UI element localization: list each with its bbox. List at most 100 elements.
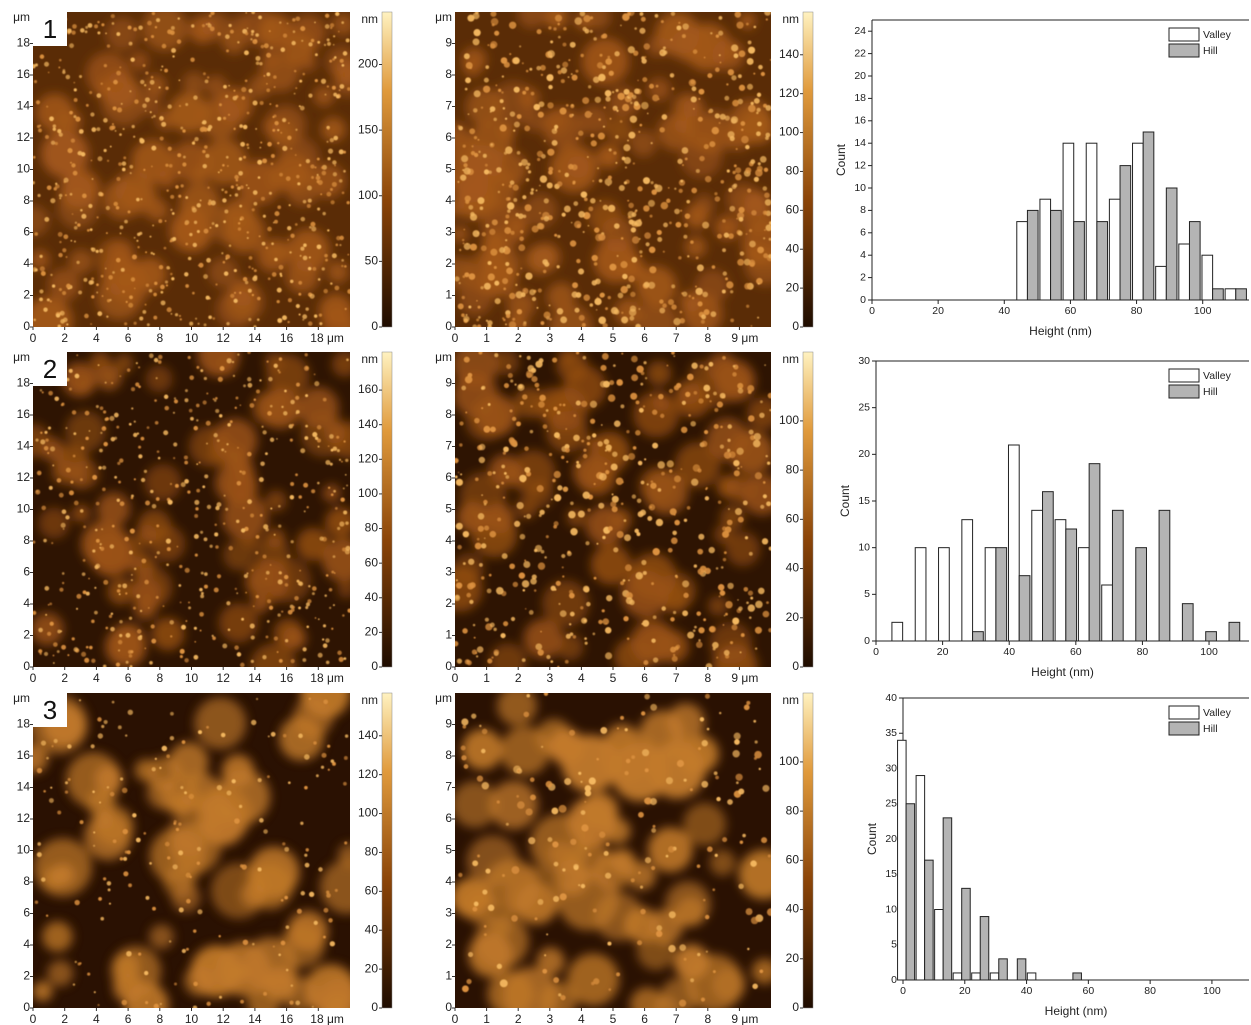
afm-dot [565, 103, 569, 107]
afm-dot [145, 251, 148, 254]
afm-dot [108, 275, 113, 280]
afm-dot [616, 972, 621, 977]
afm-dot [314, 617, 317, 619]
afm-dot [742, 500, 748, 506]
afm-dot [34, 63, 39, 67]
afm-dot [184, 658, 189, 663]
afm-dot [240, 662, 245, 667]
afm-dot [278, 953, 281, 957]
afm-dot [241, 87, 247, 93]
afm-dot [206, 725, 209, 729]
afm-dot [170, 312, 173, 315]
afm-dot [744, 536, 749, 540]
afm-dot [666, 198, 671, 203]
afm-dot [232, 374, 236, 378]
afm-dot [640, 255, 643, 258]
afm-dot [745, 144, 750, 150]
afm-dot [100, 82, 103, 85]
afm-dot [651, 865, 656, 871]
afm-dot [228, 545, 234, 551]
afm-blob [497, 693, 537, 726]
afm-dot [312, 431, 318, 438]
afm-dot [460, 745, 466, 751]
y-tick-label: 12 [17, 470, 31, 484]
afm-blob [621, 570, 669, 618]
afm-dot [299, 569, 301, 572]
afm-dot [513, 121, 520, 128]
afm-dot [710, 32, 713, 35]
colorbar-tick-label: 80 [786, 462, 800, 476]
afm-dot [108, 902, 112, 905]
afm-dot [547, 148, 555, 156]
afm-dot [635, 400, 640, 405]
afm-dot [193, 95, 198, 100]
afm-dot [109, 298, 112, 302]
afm-dot [97, 156, 103, 162]
afm-dot [329, 23, 335, 28]
afm-dot [653, 183, 659, 189]
afm-dot [477, 513, 485, 520]
afm-blob [137, 509, 172, 543]
bar [1142, 131, 1155, 301]
afm-dot [754, 647, 758, 650]
afm-dot [616, 530, 624, 539]
y-tick-label: 6 [445, 130, 452, 144]
x-tick-label: 9 μm [731, 671, 758, 685]
afm-blob [751, 958, 771, 984]
afm-dot [289, 438, 293, 442]
afm-dot [188, 408, 193, 413]
bar [1132, 142, 1144, 301]
y-tick-label: 8 [445, 748, 452, 762]
afm-dot [566, 460, 569, 463]
afm-dot [581, 400, 588, 408]
afm-dot [644, 458, 647, 461]
afm-dot [298, 163, 302, 167]
afm-dot [557, 485, 563, 491]
afm-dot [477, 197, 485, 205]
afm-dot [732, 170, 736, 175]
afm-dot [690, 420, 696, 427]
afm-dot [122, 583, 128, 589]
afm-dot [51, 542, 54, 545]
afm-dot [504, 117, 508, 120]
bar [1212, 288, 1224, 301]
afm-dot [152, 252, 155, 256]
afm-dot [252, 190, 258, 195]
x-tick-label: 1 [483, 671, 490, 685]
afm-dot [762, 494, 768, 499]
x-tick-label: 2 [61, 1012, 68, 1025]
y-tick-label: 18 [17, 376, 31, 390]
afm-dot [341, 191, 345, 195]
afm-dot [486, 588, 492, 594]
afm-dot [73, 115, 77, 119]
colorbar-tick-label: 60 [365, 884, 379, 898]
bar [1181, 603, 1194, 642]
afm-dot [105, 626, 109, 630]
afm-dot [648, 281, 656, 289]
afm-dot [307, 321, 313, 326]
afm-dot [753, 97, 760, 104]
afm-dot [557, 22, 560, 26]
afm-dot [327, 486, 331, 489]
afm-dot [730, 290, 734, 294]
afm-dot [733, 53, 739, 59]
afm-dot [144, 303, 147, 306]
afm-dot [530, 191, 534, 195]
afm-dot [561, 554, 566, 559]
afm-dot [320, 765, 325, 769]
afm-dot [521, 658, 526, 663]
afm-dot [691, 362, 698, 369]
afm-dot [652, 548, 660, 556]
afm-dot [276, 438, 278, 440]
bar [1072, 972, 1082, 981]
afm-dot [475, 655, 479, 658]
afm-dot [530, 577, 537, 585]
afm-dot [513, 86, 520, 93]
afm-dot [537, 111, 544, 118]
x-tick-label: 8 [704, 331, 711, 345]
bar [924, 859, 934, 981]
afm-dot [536, 150, 544, 158]
afm-dot [347, 253, 350, 256]
afm-dot [238, 170, 243, 176]
